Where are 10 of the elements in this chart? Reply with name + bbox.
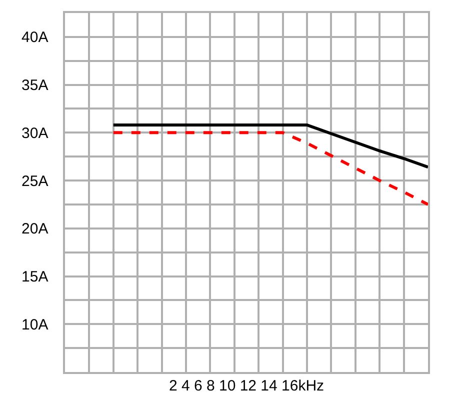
y-tick-label: 25A [22,172,48,190]
y-tick-label: 20A [22,220,48,238]
y-tick-label: 30A [22,124,48,142]
y-tick-label: 35A [22,77,48,94]
y-tick-label: 15A [22,268,48,286]
line-series [112,124,428,169]
y-tick-label: 40A [22,29,48,46]
line-series [112,131,428,206]
y-tick-label: 10A [22,316,48,334]
x-axis-title: 2 4 6 8 10 12 14 16kHz [168,377,324,394]
